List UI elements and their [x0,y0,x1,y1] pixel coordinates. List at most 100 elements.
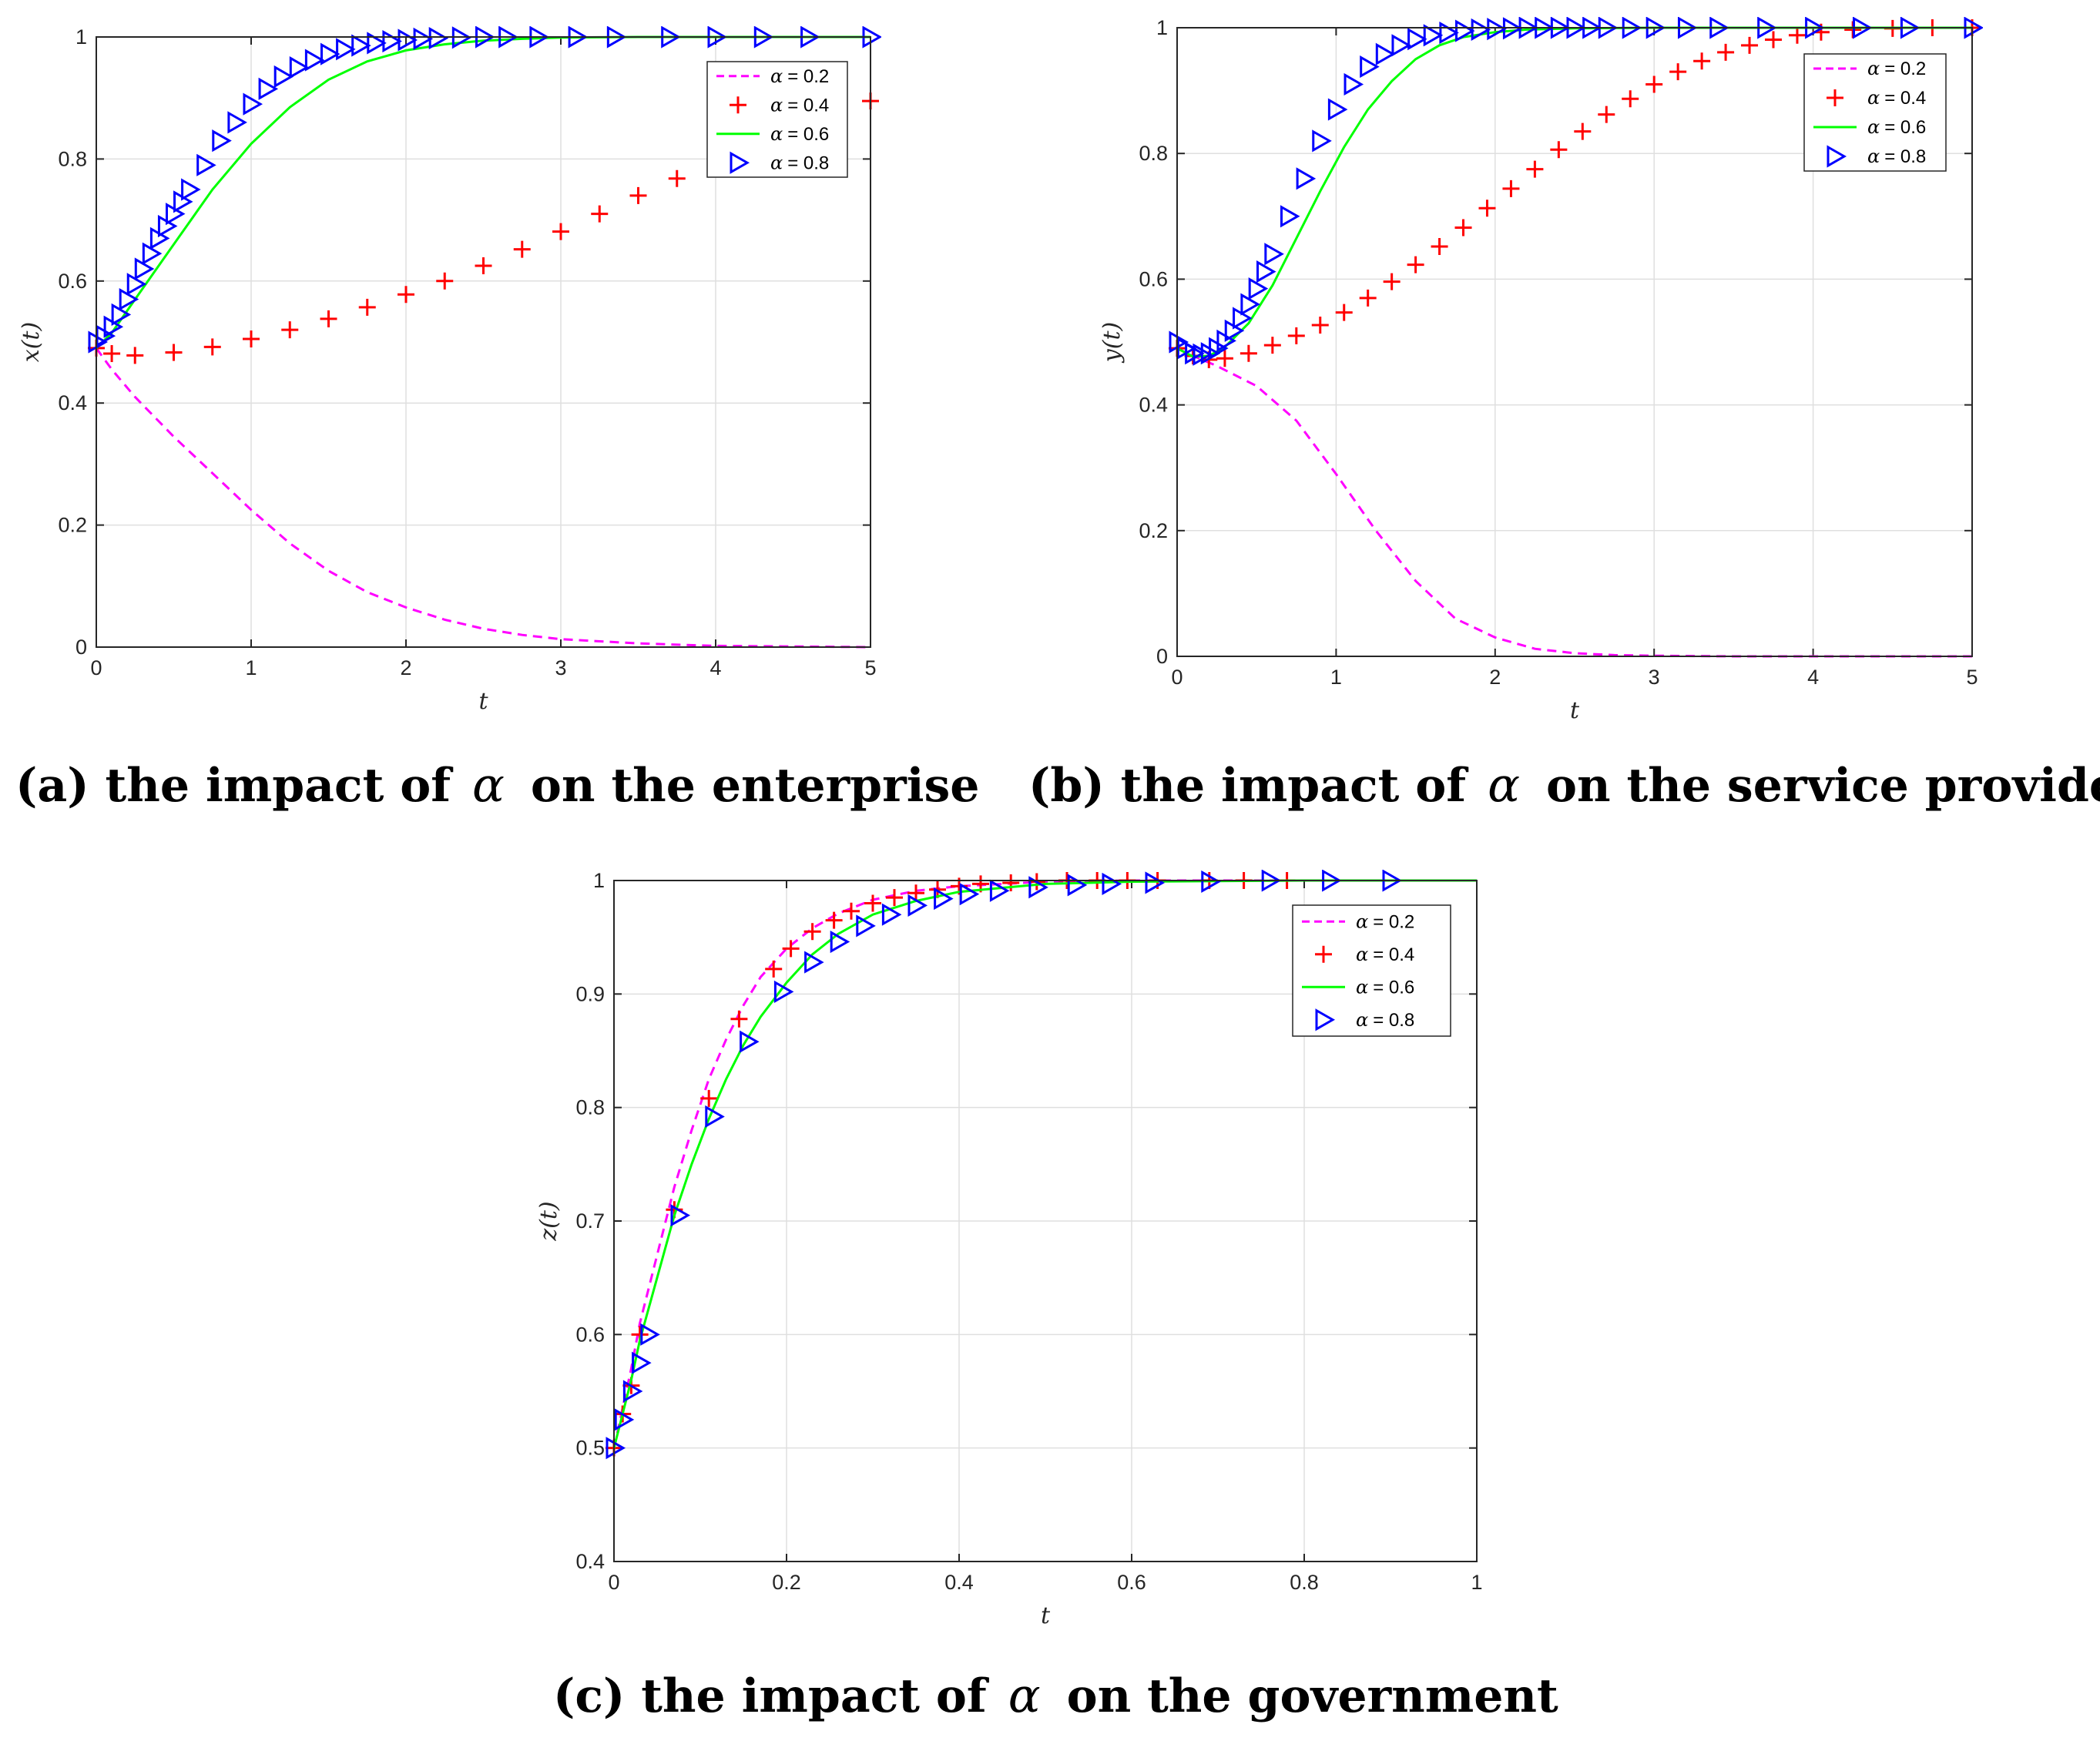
x-axis-label: t [478,688,488,715]
data-point-plus [165,344,183,361]
y-tick-label: 0.4 [58,391,87,414]
legend-value: = 0.2 [1373,911,1414,932]
y-axis-label: x(t) [18,322,45,362]
x-tick-label: 0.2 [772,1571,801,1594]
legend: α = 0.2α = 0.4α = 0.6α = 0.8 [706,61,848,178]
data-point-plus [398,286,414,304]
data-point-triangle [289,56,310,79]
legend-swatch-plus [1315,945,1332,963]
data-point-triangle [1487,18,1507,41]
legend-label: α = 0.2 [1356,911,1414,932]
data-point-plus [1383,273,1401,290]
data-point-triangle [413,27,434,50]
data-point-plus [1311,316,1329,334]
data-point-plus [1240,344,1257,362]
legend-value: = 0.4 [787,95,829,116]
data-point-plus [886,889,903,907]
data-point-plus [1359,289,1377,307]
data-point-triangle [398,29,418,52]
legend-value: = 0.8 [1373,1010,1414,1031]
data-point-plus [1574,122,1592,140]
data-point-plus [765,960,783,978]
legend-value: = 0.6 [1373,977,1414,998]
data-point-plus [1765,31,1782,49]
data-point-plus [1598,106,1615,123]
data-point-plus [1622,90,1639,108]
caption-label: (b) the impact of [1028,759,1469,813]
y-tick-label: 0.5 [575,1437,605,1460]
plot-frame [1176,27,1973,657]
data-point-triangle [830,930,850,954]
data-point-triangle [1248,277,1269,300]
data-point-plus [1502,179,1520,197]
x-tick-label: 0.6 [1117,1571,1146,1594]
legend-label: α = 0.8 [770,152,829,173]
data-point-plus [1335,304,1353,321]
data-point-triangle [1264,243,1284,266]
data-point-plus [358,298,376,316]
data-point-triangle [351,34,371,57]
legend-alpha-symbol: α [770,123,783,145]
legend-alpha-symbol: α [1867,146,1880,167]
series-0-2-line [1176,347,1972,658]
series-0-8 [1169,17,1983,366]
data-point-plus [843,902,860,920]
data-point-plus [1550,141,1568,159]
data-point-triangle [959,883,980,906]
data-point-triangle [273,65,294,89]
caption-alpha-symbol: α [472,756,505,813]
series-0-2 [95,347,871,649]
data-point-triangle [705,1105,725,1129]
data-point-triangle [614,1408,635,1431]
panel-caption: (c) the impact of α on the government [553,1667,1558,1723]
data-point-plus [1002,874,1020,891]
y-tick-label: 0.6 [1139,267,1168,290]
x-tick-label: 5 [1966,666,1978,689]
data-point-plus [1478,200,1496,217]
data-point-triangle [1455,19,1475,42]
data-point-plus [1741,36,1759,54]
data-point-plus [1407,256,1424,273]
data-point-triangle [1312,129,1332,153]
data-point-plus [1788,26,1806,44]
data-point-triangle [367,32,387,55]
legend-label: α = 0.2 [770,65,829,87]
y-tick-label: 0.8 [58,147,87,170]
data-point-triangle [1280,205,1300,228]
caption-label: (a) the impact of [15,759,454,813]
data-point-triangle [111,303,132,326]
x-tick-label: 5 [864,656,876,679]
legend: α = 0.2α = 0.4α = 0.6α = 0.8 [1803,53,1947,172]
legend-label: α = 0.2 [1867,58,1926,79]
data-point-plus [436,272,454,290]
legend-alpha-symbol: α [770,65,783,87]
legend-label: α = 0.4 [770,94,829,116]
data-point-plus [1454,219,1472,236]
y-axis-label: y(t) [1099,322,1125,364]
legend-alpha-symbol: α [1356,1009,1368,1031]
legend-value: = 0.8 [787,153,829,173]
x-axis-label: t [1041,1602,1051,1629]
data-point-triangle [640,1323,660,1346]
data-point-plus [513,240,531,258]
y-tick-label: 0.8 [575,1096,605,1119]
legend-value: = 0.2 [787,66,829,87]
y-tick-label: 0 [1156,645,1168,668]
series-0-2 [1176,347,1972,658]
data-point-plus [730,1010,748,1028]
legend-value: = 0.4 [1373,944,1414,965]
legend-value: = 0.4 [1884,88,1926,109]
caption-rest: on the service provider [1546,759,2100,813]
data-point-plus [1431,237,1448,255]
series-0-2-line [95,347,871,649]
legend-alpha-symbol: α [1356,911,1368,932]
panel-caption: (a) the impact of α on the enterprise [15,756,979,813]
data-point-plus [1263,337,1281,354]
series-group [1169,17,1983,658]
data-point-triangle [1423,24,1444,47]
data-point-triangle [1256,260,1276,283]
x-tick-label: 3 [1649,666,1660,689]
data-point-plus [103,345,121,363]
